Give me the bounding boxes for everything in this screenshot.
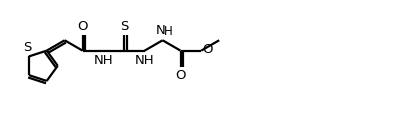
Text: NH: NH bbox=[94, 54, 113, 67]
Text: H: H bbox=[163, 25, 172, 38]
Text: NH: NH bbox=[135, 54, 155, 67]
Text: O: O bbox=[175, 69, 186, 81]
Text: S: S bbox=[23, 41, 31, 54]
Text: O: O bbox=[77, 20, 88, 33]
Text: S: S bbox=[120, 20, 128, 33]
Text: N: N bbox=[156, 24, 166, 37]
Text: O: O bbox=[202, 43, 212, 56]
